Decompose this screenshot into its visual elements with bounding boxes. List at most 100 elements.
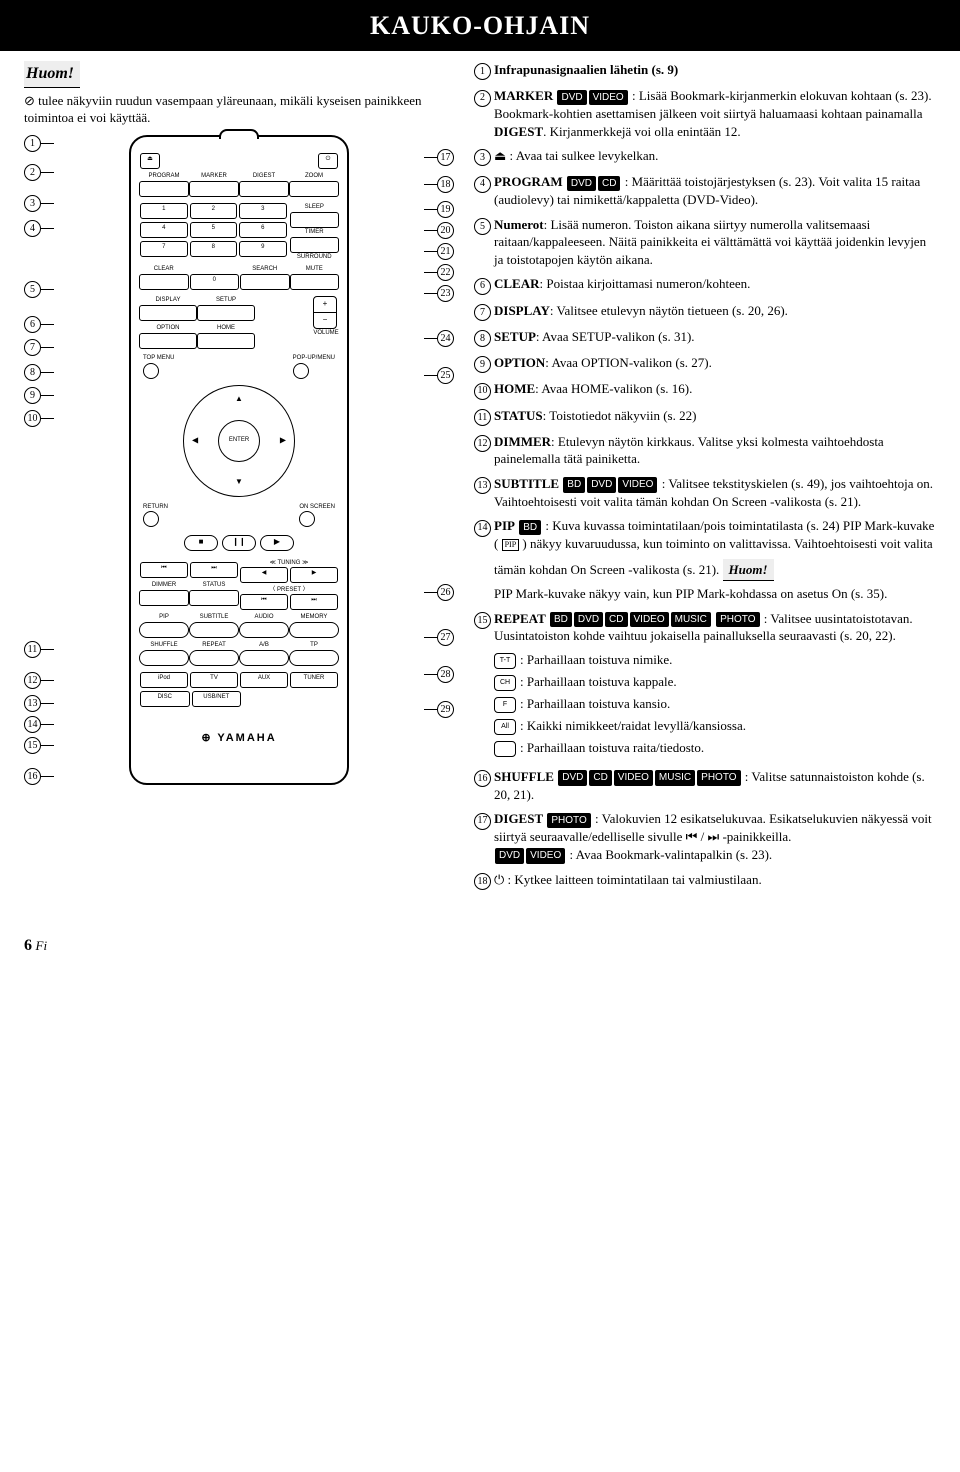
display-button[interactable]: [139, 305, 197, 321]
play-button[interactable]: ▶: [260, 535, 294, 551]
desc-16: SHUFFLE DVDCDVIDEOMUSICPHOTO : Valitse s…: [494, 768, 936, 803]
dpad-down[interactable]: ▼: [235, 477, 243, 488]
num-6[interactable]: 6: [239, 222, 287, 238]
zoom-button[interactable]: [289, 181, 339, 197]
num-8[interactable]: 8: [190, 241, 238, 257]
dimmer-button[interactable]: [139, 590, 189, 606]
dpad-left[interactable]: ◀: [192, 435, 198, 446]
dpad-right[interactable]: ▶: [280, 435, 286, 446]
enter-button[interactable]: ENTER: [218, 420, 260, 462]
num-4[interactable]: 4: [140, 222, 188, 238]
ab-button[interactable]: [239, 650, 289, 666]
desc-1: Infrapunasignaalien lähetin (s. 9): [494, 61, 936, 80]
num-7[interactable]: 7: [140, 241, 188, 257]
huom-heading: Huom!: [24, 61, 80, 88]
ir-emitter: [219, 129, 259, 139]
preset-up[interactable]: ⏭: [290, 594, 338, 610]
huom-note-text: tulee näkyviin ruudun vasempaan yläreuna…: [24, 93, 422, 126]
huom-inline: Huom!: [723, 559, 774, 582]
status-button[interactable]: [189, 590, 239, 606]
callout-20: 20: [437, 222, 454, 239]
clear-button[interactable]: [139, 274, 189, 290]
callout-25: 25: [437, 367, 454, 384]
pip-mark-icon: PIP: [502, 539, 520, 552]
repeat-folder-icon: F: [494, 697, 516, 713]
preset-down[interactable]: ⏮: [240, 594, 288, 610]
stop-button[interactable]: ■: [184, 535, 218, 551]
desc-13: SUBTITLE BDDVDVIDEO : Valitsee tekstitys…: [494, 475, 936, 510]
src-usbnet[interactable]: USB/NET: [192, 691, 242, 707]
repeat-track-icon: [494, 741, 516, 757]
audio-button[interactable]: [239, 622, 289, 638]
callouts-left: 1 2 3 4 5 6 7 8 9 10 11 12 13 14 15 16: [24, 135, 54, 785]
src-aux[interactable]: AUX: [240, 672, 288, 688]
desc-18: ⏻ : Kytkee laitteen toimintatilaan tai v…: [494, 871, 936, 890]
callout-10: 10: [24, 410, 41, 427]
num-9[interactable]: 9: [239, 241, 287, 257]
memory-button[interactable]: [289, 622, 339, 638]
repeat-button[interactable]: [189, 650, 239, 666]
power-icon: ⏻: [494, 872, 504, 887]
search-button[interactable]: [240, 274, 290, 290]
callout-26: 26: [437, 584, 454, 601]
callout-12: 12: [24, 672, 41, 689]
eject-button[interactable]: ⏏: [140, 153, 160, 169]
num-0[interactable]: 0: [190, 274, 240, 290]
callout-19: 19: [437, 201, 454, 218]
onscreen-button[interactable]: [299, 511, 315, 527]
callout-4: 4: [24, 220, 41, 237]
eject-icon: ⏏: [494, 148, 506, 163]
num-2[interactable]: 2: [190, 203, 238, 219]
src-ipod[interactable]: iPod: [140, 672, 188, 688]
home-button[interactable]: [197, 333, 255, 349]
desc-3: ⏏ : Avaa tai sulkee levykelkan.: [494, 147, 936, 166]
tune-up[interactable]: ▶: [290, 567, 338, 583]
remote-diagram: 1 2 3 4 5 6 7 8 9 10 11 12 13 14 15 16: [24, 135, 454, 785]
num-5[interactable]: 5: [190, 222, 238, 238]
timer-button[interactable]: [290, 237, 340, 253]
popup-menu-button[interactable]: [293, 363, 309, 379]
desc-2: MARKER DVDVIDEO : Lisää Bookmark-kirjanm…: [494, 87, 936, 140]
callout-28: 28: [437, 666, 454, 683]
repeat-title-icon: T-T: [494, 653, 516, 669]
left-column: Huom! ⊘ tulee näkyviin ruudun vasempaan …: [24, 61, 454, 897]
callout-22: 22: [437, 264, 454, 281]
repeat-chapter-icon: CH: [494, 675, 516, 691]
tp-button[interactable]: [289, 650, 339, 666]
tune-down[interactable]: ◀: [240, 567, 288, 583]
num-3[interactable]: 3: [239, 203, 287, 219]
return-button[interactable]: [143, 511, 159, 527]
skip-fwd[interactable]: ⏭: [190, 562, 238, 578]
setup-button[interactable]: [197, 305, 255, 321]
pause-button[interactable]: ❙❙: [222, 535, 256, 551]
volume-rocker[interactable]: +−: [313, 296, 337, 329]
sleep-button[interactable]: [290, 212, 340, 228]
callout-15: 15: [24, 737, 41, 754]
power-button[interactable]: ⏻: [318, 153, 338, 169]
top-menu-button[interactable]: [143, 363, 159, 379]
shuffle-button[interactable]: [139, 650, 189, 666]
mute-button[interactable]: [290, 274, 340, 290]
dpad[interactable]: ENTER ▲ ▼ ◀ ▶: [183, 385, 295, 497]
pip-button[interactable]: [139, 622, 189, 638]
digest-button[interactable]: [239, 181, 289, 197]
callout-17: 17: [437, 149, 454, 166]
page-footer: 6 Fi: [0, 917, 960, 975]
desc-12: DIMMER: Etulevyn näytön kirkkaus. Valits…: [494, 433, 936, 468]
src-disc[interactable]: DISC: [140, 691, 190, 707]
desc-6: CLEAR: Poistaa kirjoittamasi numeron/koh…: [494, 275, 936, 294]
marker-button[interactable]: [189, 181, 239, 197]
src-tuner[interactable]: TUNER: [290, 672, 338, 688]
dpad-up[interactable]: ▲: [235, 394, 243, 405]
desc-14: PIP BD : Kuva kuvassa toimintatilaan/poi…: [494, 517, 936, 602]
callout-18: 18: [437, 176, 454, 193]
program-button[interactable]: [139, 181, 189, 197]
desc-15: REPEAT BDDVDCDVIDEOMUSIC PHOTO : Valitse…: [494, 610, 936, 761]
option-button[interactable]: [139, 333, 197, 349]
src-tv[interactable]: TV: [190, 672, 238, 688]
num-1[interactable]: 1: [140, 203, 188, 219]
brand-logo: ⊕ YAMAHA: [139, 731, 339, 746]
skip-back[interactable]: ⏮: [140, 562, 188, 578]
desc-9: OPTION: Avaa OPTION-valikon (s. 27).: [494, 354, 936, 373]
subtitle-button[interactable]: [189, 622, 239, 638]
